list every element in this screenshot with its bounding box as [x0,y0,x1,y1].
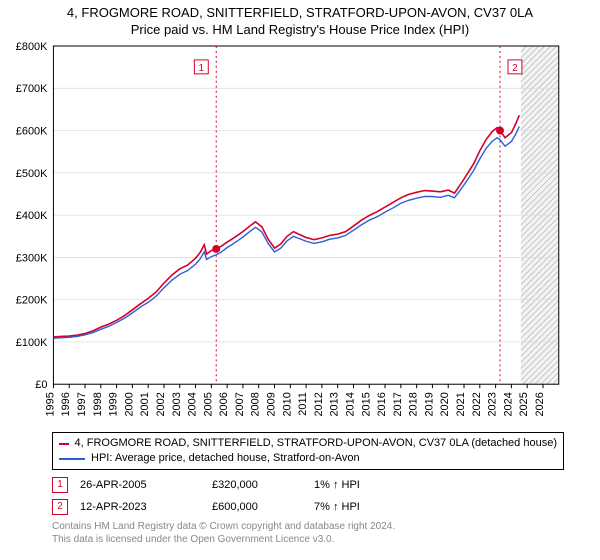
svg-text:2006: 2006 [218,392,230,416]
footer-line1: Contains HM Land Registry data © Crown c… [52,520,564,533]
sale-row: 1 26-APR-2005£320,0001% ↑ HPI [52,474,372,496]
svg-text:£200K: £200K [16,295,48,307]
sale-price: £320,000 [212,474,314,496]
svg-text:2020: 2020 [439,392,451,416]
svg-text:£800K: £800K [16,41,48,53]
legend-swatch [59,443,69,445]
svg-text:2019: 2019 [423,392,435,416]
svg-text:£100K: £100K [16,337,48,349]
svg-text:2018: 2018 [408,392,420,416]
svg-text:1: 1 [199,63,205,74]
svg-text:2009: 2009 [266,392,278,416]
svg-text:2007: 2007 [234,392,246,416]
svg-text:2013: 2013 [329,392,341,416]
svg-text:2: 2 [512,63,518,74]
chart-svg: 12£0£100K£200K£300K£400K£500K£600K£700K£… [50,44,598,426]
svg-text:2000: 2000 [123,392,135,416]
svg-text:2016: 2016 [376,392,388,416]
svg-text:£500K: £500K [16,168,48,180]
legend: 4, FROGMORE ROAD, SNITTERFIELD, STRATFOR… [52,432,564,470]
sale-date: 26-APR-2005 [80,474,212,496]
svg-text:1995: 1995 [44,392,56,416]
svg-text:2015: 2015 [360,392,372,416]
legend-item: HPI: Average price, detached house, Stra… [59,451,557,466]
svg-text:2014: 2014 [344,392,356,416]
svg-text:2003: 2003 [171,392,183,416]
svg-text:2011: 2011 [297,392,309,416]
legend-swatch [59,458,85,460]
svg-text:£300K: £300K [16,252,48,264]
sale-price: £600,000 [212,496,314,518]
svg-text:£0: £0 [35,379,47,391]
svg-text:£400K: £400K [16,210,48,222]
address-line: 4, FROGMORE ROAD, SNITTERFIELD, STRATFOR… [0,4,600,21]
svg-text:£700K: £700K [16,83,48,95]
svg-text:1996: 1996 [60,392,72,416]
sale-delta: 7% ↑ HPI [314,496,372,518]
price-chart: 12£0£100K£200K£300K£400K£500K£600K£700K£… [52,44,600,426]
sale-row: 2 12-APR-2023£600,0007% ↑ HPI [52,496,372,518]
svg-text:2008: 2008 [250,392,262,416]
svg-text:2001: 2001 [139,392,151,416]
svg-text:2004: 2004 [187,392,199,416]
svg-text:2024: 2024 [502,392,514,416]
footer-line2: This data is licensed under the Open Gov… [52,533,564,546]
svg-text:2010: 2010 [281,392,293,416]
svg-text:2026: 2026 [534,392,546,416]
svg-text:£600K: £600K [16,126,48,138]
svg-text:1999: 1999 [108,392,120,416]
svg-text:2002: 2002 [155,392,167,416]
sale-delta: 1% ↑ HPI [314,474,372,496]
svg-text:1998: 1998 [92,392,104,416]
svg-text:2023: 2023 [487,392,499,416]
legend-item: 4, FROGMORE ROAD, SNITTERFIELD, STRATFOR… [59,436,557,451]
chart-title: 4, FROGMORE ROAD, SNITTERFIELD, STRATFOR… [0,0,600,38]
svg-text:2021: 2021 [455,392,467,416]
subtitle-line: Price paid vs. HM Land Registry's House … [0,21,600,38]
sales-table: 1 26-APR-2005£320,0001% ↑ HPI 2 12-APR-2023… [52,474,600,518]
svg-text:2025: 2025 [518,392,530,416]
legend-label: HPI: Average price, detached house, Stra… [91,451,360,466]
sale-badge: 2 [52,499,68,515]
svg-text:2005: 2005 [202,392,214,416]
svg-text:2012: 2012 [313,392,325,416]
svg-text:2022: 2022 [471,392,483,416]
sale-date: 12-APR-2023 [80,496,212,518]
legend-label: 4, FROGMORE ROAD, SNITTERFIELD, STRATFOR… [75,436,558,451]
svg-text:2017: 2017 [392,392,404,416]
sale-badge: 1 [52,477,68,493]
svg-text:1997: 1997 [76,392,88,416]
footer-attribution: Contains HM Land Registry data © Crown c… [52,520,564,546]
